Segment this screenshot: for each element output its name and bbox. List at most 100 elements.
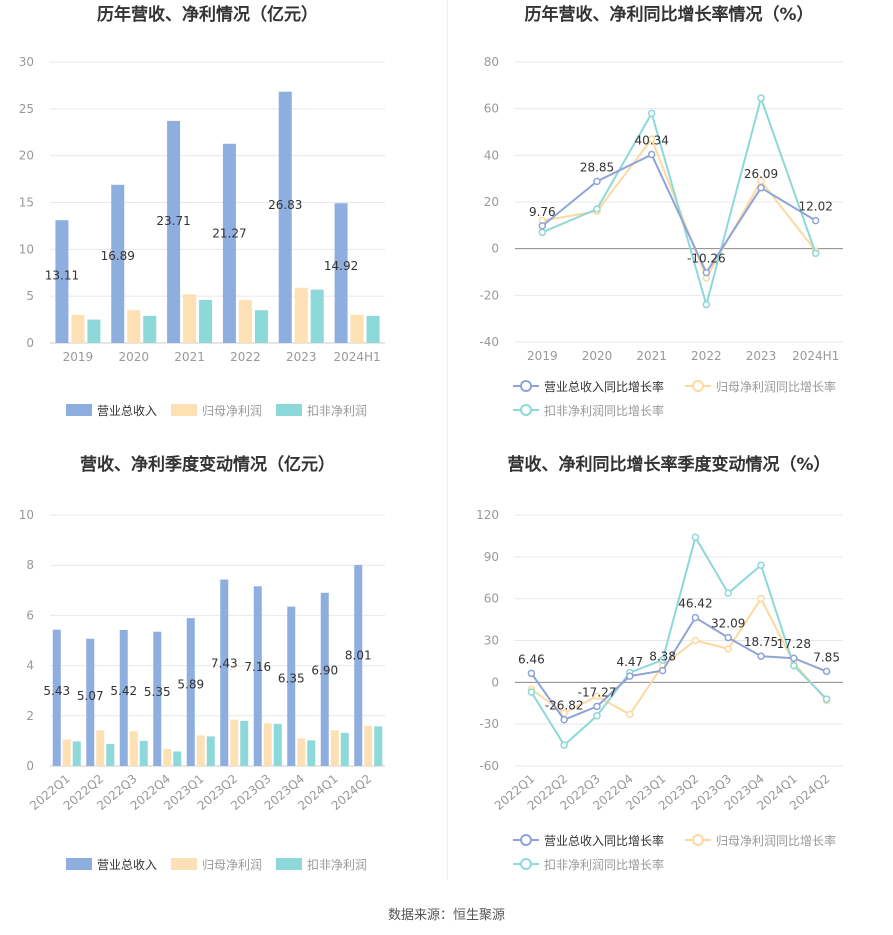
bar-data-label: 16.89 [101,249,135,263]
y-tick-label: 4 [26,659,34,673]
y-tick-label: 40 [484,148,499,162]
series-line-deducted-net [541,94,817,309]
x-tick-label: 2021 [174,350,205,364]
line-data-label: 4.47 [616,655,643,669]
bar-data-label: 14.92 [324,259,358,273]
bar-deducted-net [374,726,383,766]
bar-revenue [320,592,329,766]
line-data-label: -17.27 [578,685,617,699]
legend-label: 归母净利润同比增长率 [716,379,836,394]
bar-parent-net [364,725,373,766]
bar-parent-net [96,730,105,766]
x-tick-label: 2023 [746,349,777,363]
bar-deducted-net [106,743,115,766]
legend-marker [692,834,704,846]
bar-deducted-net [206,736,215,766]
legend-label: 营业总收入同比增长率 [544,379,664,394]
series-line-parent-net [530,596,828,716]
series-point [560,715,568,724]
series-point [724,589,732,597]
y-tick-label: 0 [26,336,34,350]
line-data-label: 6.46 [518,652,545,666]
bar-data-label: 5.89 [177,678,204,692]
legend-label: 归母净利润 [202,858,262,872]
bar-revenue [186,618,195,766]
series-point [527,669,536,678]
series-point [757,94,765,102]
line-data-label: 8.38 [649,650,676,664]
bar-deducted-net [72,741,81,766]
bar-data-label: 21.27 [212,226,246,240]
bar-revenue [222,143,236,343]
bar-data-label: 23.71 [156,214,190,228]
y-tick-label: 10 [19,508,34,522]
series-point [527,688,536,696]
y-tick-label: 0 [26,759,34,773]
chart-title: 营收、净利季度变动情况（亿元） [80,454,335,475]
legend-label: 扣非净利润同比增长率 [544,403,664,418]
line-data-label: 26.09 [744,167,778,181]
chart-quarterly-growth-rate-svg: 营收、净利同比增长率季度变动情况（%）-60-3003060901206.462… [476,454,843,872]
series-point [757,177,765,185]
legend-marker [520,834,532,846]
line-data-label: 40.34 [634,134,668,148]
chart-annual-growth-rate: 历年营收、净利同比增长率情况（%） -40 -20 0 20 40 60 80 9.76 2019… [447,0,893,440]
data-source-note: 数据来源：恒生聚源 [387,908,505,923]
bar-deducted-net [310,289,324,343]
chart-quarterly-growth-rate: 营收、净利同比增长率季度变动情况（%） -60 -30 0 30 60 90 120 6.46 2… [447,450,893,890]
bar-revenue [354,564,363,766]
x-tick-label: 2021 [636,349,667,363]
y-tick-label: 0 [491,675,499,689]
y-tick-label: 0 [491,242,499,256]
y-tick-label: -30 [479,717,499,731]
bar-data-label: 5.07 [77,689,104,703]
legend-swatch [171,858,197,870]
series-point [658,656,667,664]
bar-deducted-net [240,720,249,766]
y-tick-label: 80 [484,55,499,69]
bar-revenue [111,184,125,343]
bar-data-label: 6.90 [311,664,338,678]
x-tick-label: 2022 [691,349,722,363]
series-point [593,177,601,186]
series-point [647,150,656,159]
bar-deducted-net [173,751,182,766]
bar-revenue [119,629,128,766]
bar-deducted-net [254,310,268,343]
line-data-label: 46.42 [678,597,712,611]
series-line-revenue [530,616,827,721]
line-data-label: 7.85 [813,650,840,664]
y-tick-label: 90 [484,550,499,564]
bar-parent-net [297,738,306,766]
legend-label: 营业总收入 [97,858,157,872]
legend-label: 归母净利润同比增长率 [716,833,836,848]
series-point [790,661,798,670]
chart-title: 历年营收、净利同比增长率情况（%） [524,4,813,25]
series-point [757,184,765,192]
x-tick-label: 2022 [230,350,261,364]
bar-deducted-net [307,740,316,766]
series-point [757,652,765,660]
series-point [757,594,765,603]
bar-deducted-net [139,740,148,766]
bar-revenue [253,586,262,766]
y-tick-label: -20 [479,288,499,302]
y-tick-label: -40 [479,335,499,349]
bar-deducted-net [87,319,101,343]
bar-parent-net [330,730,339,766]
y-tick-label: 8 [26,558,34,572]
bar-data-label: 6.35 [278,671,305,685]
bar-parent-net [129,731,138,766]
legend-swatch [276,404,302,416]
series-point [626,710,634,719]
y-tick-label: 60 [484,102,499,116]
chart-annual-revenue-profit-svg: 历年营收、净利情况（亿元） 0 5 10 15 20 25 30 13.11 2019 16.89 2… [19,4,385,418]
bar-revenue [153,631,162,766]
chart-annual-growth-rate-svg: 历年营收、净利同比增长率情况（%） -40 -20 0 20 40 60 80 9.76 2019… [479,4,843,418]
bar-data-label: 5.42 [110,684,137,698]
legend-label: 扣非净利润 [307,858,367,872]
legend-marker [520,380,532,392]
bar-deducted-net [366,315,380,343]
bar-deducted-net [143,315,157,343]
series-point [647,135,656,143]
